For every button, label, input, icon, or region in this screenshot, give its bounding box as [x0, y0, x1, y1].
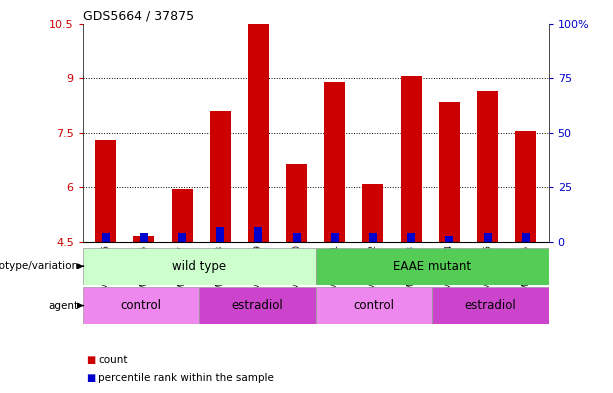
Bar	[140, 233, 148, 242]
Bar	[286, 163, 307, 242]
Bar	[362, 184, 384, 242]
Text: control: control	[121, 299, 161, 312]
Bar	[407, 233, 415, 242]
Text: genotype/variation: genotype/variation	[0, 261, 78, 271]
Bar	[102, 233, 110, 242]
Text: control: control	[354, 299, 394, 312]
Bar	[316, 248, 549, 285]
Bar	[292, 233, 300, 242]
Bar	[83, 248, 316, 285]
Bar	[432, 287, 549, 324]
Bar	[316, 287, 432, 324]
Bar	[484, 233, 492, 242]
Text: estradiol: estradiol	[232, 299, 283, 312]
Text: agent: agent	[48, 301, 78, 310]
Bar	[401, 76, 422, 242]
Bar	[210, 111, 230, 242]
Bar	[178, 233, 186, 242]
Bar	[248, 24, 269, 242]
Bar	[83, 287, 199, 324]
Text: wild type: wild type	[172, 260, 226, 273]
Text: ■: ■	[86, 354, 95, 365]
Text: EAAE mutant: EAAE mutant	[393, 260, 471, 273]
Text: ■: ■	[86, 373, 95, 383]
Bar	[522, 233, 530, 242]
Bar	[331, 233, 339, 242]
Bar	[199, 287, 316, 324]
Bar	[446, 236, 454, 242]
Bar	[134, 236, 154, 242]
Bar	[95, 140, 116, 242]
Bar	[439, 102, 460, 242]
Text: estradiol: estradiol	[465, 299, 516, 312]
Bar	[369, 233, 377, 242]
Bar	[515, 131, 536, 242]
Text: count: count	[98, 354, 128, 365]
Text: percentile rank within the sample: percentile rank within the sample	[98, 373, 274, 383]
Bar	[216, 227, 224, 242]
Bar	[254, 227, 262, 242]
Bar	[324, 82, 345, 242]
Bar	[172, 189, 192, 242]
Bar	[477, 91, 498, 242]
Text: GDS5664 / 37875: GDS5664 / 37875	[83, 9, 194, 22]
